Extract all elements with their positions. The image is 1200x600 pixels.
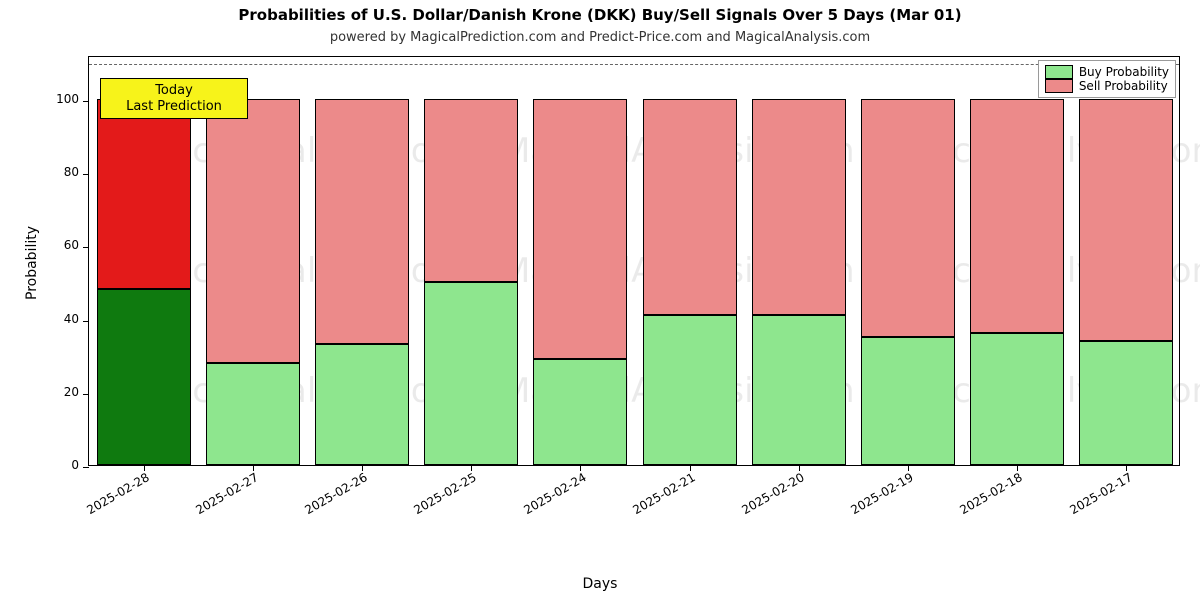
- y-tick-label: 40: [64, 312, 89, 326]
- y-tick-label: 80: [64, 165, 89, 179]
- bar-sell: [206, 99, 300, 363]
- bar-buy: [315, 344, 409, 465]
- bar-sell: [1079, 99, 1173, 341]
- x-tick-label: 2025-02-17: [1064, 465, 1134, 517]
- bar-buy: [533, 359, 627, 465]
- y-tick-label: 100: [56, 92, 89, 106]
- legend-swatch-buy: [1045, 65, 1073, 79]
- legend-item-sell: Sell Probability: [1045, 79, 1169, 93]
- bar-slot: [752, 55, 846, 465]
- bar-buy: [1079, 341, 1173, 465]
- legend-label-sell: Sell Probability: [1079, 79, 1168, 93]
- annotation-line2: Last Prediction: [109, 99, 239, 115]
- x-axis-label: Days: [0, 576, 1200, 592]
- bar-buy: [861, 337, 955, 465]
- x-tick-label: 2025-02-27: [190, 465, 260, 517]
- x-tick-label: 2025-02-18: [955, 465, 1025, 517]
- x-tick-label: 2025-02-21: [627, 465, 697, 517]
- x-tick-label: 2025-02-24: [518, 465, 588, 517]
- bar-sell: [643, 99, 737, 315]
- bar-slot: [861, 55, 955, 465]
- legend-swatch-sell: [1045, 79, 1073, 93]
- x-tick-label: 2025-02-20: [736, 465, 806, 517]
- annotation-line1: Today: [109, 83, 239, 99]
- legend: Buy Probability Sell Probability: [1038, 60, 1176, 98]
- bar-slot: [1079, 55, 1173, 465]
- y-tick-label: 20: [64, 385, 89, 399]
- bar-slot: [533, 55, 627, 465]
- bar-sell: [97, 99, 191, 289]
- chart-title: Probabilities of U.S. Dollar/Danish Kron…: [0, 6, 1200, 24]
- y-axis-label: Probability: [24, 226, 40, 300]
- bar-slot: [643, 55, 737, 465]
- x-tick-label: 2025-02-28: [81, 465, 151, 517]
- today-annotation: Today Last Prediction: [100, 78, 248, 119]
- legend-item-buy: Buy Probability: [1045, 65, 1169, 79]
- y-tick-label: 60: [64, 238, 89, 252]
- chart-subtitle: powered by MagicalPrediction.com and Pre…: [0, 30, 1200, 45]
- x-tick-label: 2025-02-26: [300, 465, 370, 517]
- chart-container: Probabilities of U.S. Dollar/Danish Kron…: [0, 0, 1200, 600]
- legend-label-buy: Buy Probability: [1079, 65, 1169, 79]
- bar-buy: [206, 363, 300, 466]
- bar-slot: [970, 55, 1064, 465]
- plot-area: 020406080100MagicalAnalysis.comMagicalAn…: [88, 56, 1180, 466]
- bar-sell: [315, 99, 409, 344]
- y-tick-label: 0: [71, 458, 89, 472]
- bar-sell: [970, 99, 1064, 333]
- bar-slot: [424, 55, 518, 465]
- bar-buy: [424, 282, 518, 465]
- bar-sell: [424, 99, 518, 282]
- x-tick-label: 2025-02-25: [409, 465, 479, 517]
- bar-slot: [315, 55, 409, 465]
- bar-sell: [861, 99, 955, 337]
- bar-buy: [643, 315, 737, 465]
- bar-buy: [970, 333, 1064, 465]
- bar-sell: [752, 99, 846, 315]
- bar-sell: [533, 99, 627, 359]
- x-tick-label: 2025-02-19: [846, 465, 916, 517]
- bar-buy: [97, 289, 191, 465]
- bar-buy: [752, 315, 846, 465]
